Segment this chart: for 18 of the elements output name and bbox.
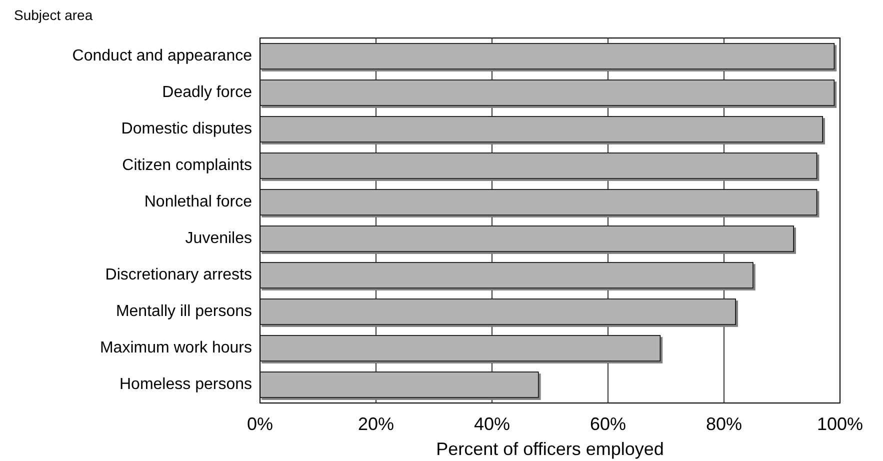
y-tick-label: Juveniles xyxy=(185,230,252,247)
y-tick-label: Deadly force xyxy=(162,84,252,101)
y-axis-title: Subject area xyxy=(14,7,93,23)
y-tick-label: Discretionary arrests xyxy=(105,266,252,284)
y-tick-label: Mentally ill persons xyxy=(116,302,252,320)
x-tick-label: 80% xyxy=(706,414,742,434)
y-tick-label: Citizen complaints xyxy=(122,156,252,174)
y-tick-label: Maximum work hours xyxy=(100,339,252,356)
y-tick-label: Conduct and appearance xyxy=(72,47,252,64)
y-tick-label: Nonlethal force xyxy=(144,193,252,210)
x-axis-title: Percent of officers employed xyxy=(436,439,664,459)
y-tick-label: Homeless persons xyxy=(120,376,252,393)
y-tick-label: Domestic disputes xyxy=(121,120,252,138)
x-tick-label: 20% xyxy=(358,414,394,434)
x-tick-label: 40% xyxy=(474,414,510,434)
x-tick-label: 60% xyxy=(590,414,626,434)
x-tick-label: 100% xyxy=(816,414,864,434)
x-tick-label: 0% xyxy=(246,414,274,434)
